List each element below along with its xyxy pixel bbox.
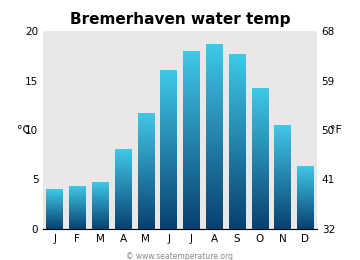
Y-axis label: °C: °C [17, 125, 30, 135]
Text: © www.seatemperature.org: © www.seatemperature.org [126, 252, 234, 260]
Title: Bremerhaven water temp: Bremerhaven water temp [70, 12, 290, 27]
Y-axis label: °F: °F [330, 125, 342, 135]
